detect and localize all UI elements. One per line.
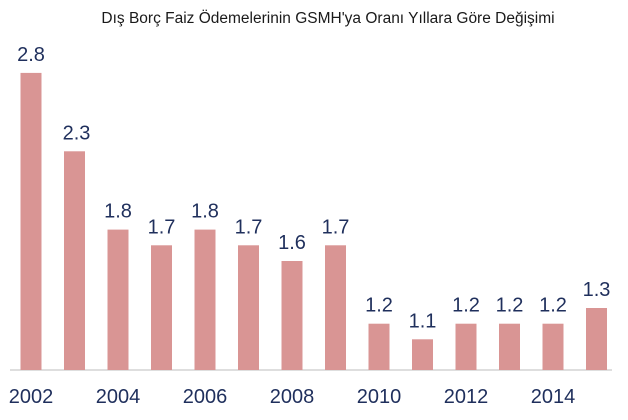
x-tick-2006: 2006: [183, 386, 228, 408]
x-tick-2002: 2002: [9, 386, 54, 408]
bar-2009: [325, 245, 346, 370]
x-tick-2004: 2004: [96, 386, 141, 408]
bars-group: [20, 72, 607, 371]
chart-title: Dış Borç Faiz Ödemelerinin GSMH'ya Oranı…: [101, 10, 555, 27]
x-tick-2014: 2014: [531, 386, 576, 408]
value-label-2010: 1.2: [365, 295, 393, 317]
x-tick-2012: 2012: [444, 386, 489, 408]
bar-2012: [455, 323, 477, 370]
value-label-2004: 1.8: [104, 201, 132, 223]
value-label-2013: 1.2: [496, 295, 524, 317]
value-label-2003: 2.3: [63, 122, 91, 144]
value-label-2014: 1.2: [539, 295, 567, 317]
bar-2007: [238, 245, 259, 370]
value-label-2009: 1.7: [322, 216, 350, 238]
bar-2008: [281, 261, 303, 370]
x-tick-2010: 2010: [357, 386, 402, 408]
value-labels-group: 2.8 2.3 1.8 1.7 1.8 1.7 1.6 1.7 1.2 1.1 1.2 1.2 1.2 1…: [17, 44, 610, 332]
bar-2013: [499, 323, 520, 370]
bar-2014: [542, 323, 564, 370]
value-label-2007: 1.7: [235, 216, 263, 238]
bar-2010: [368, 323, 390, 370]
x-tick-labels-group: 2002 2004 2006 2008 2010 2012 2014: [9, 386, 576, 408]
value-label-2015: 1.3: [583, 279, 611, 301]
bar-2006: [194, 229, 216, 370]
value-label-2012: 1.2: [452, 295, 480, 317]
bar-2005: [151, 245, 172, 370]
value-label-2005: 1.7: [148, 216, 176, 238]
value-label-2008: 1.6: [278, 232, 306, 254]
value-label-2006: 1.8: [191, 201, 219, 223]
bar-2011: [412, 339, 433, 370]
value-label-2011: 1.1: [409, 310, 437, 332]
bar-2003: [64, 151, 85, 370]
bar-2015: [586, 308, 607, 370]
bar-2002: [20, 72, 42, 371]
x-tick-2008: 2008: [270, 386, 315, 408]
value-label-2002: 2.8: [17, 44, 45, 66]
bar-2004: [107, 229, 129, 370]
